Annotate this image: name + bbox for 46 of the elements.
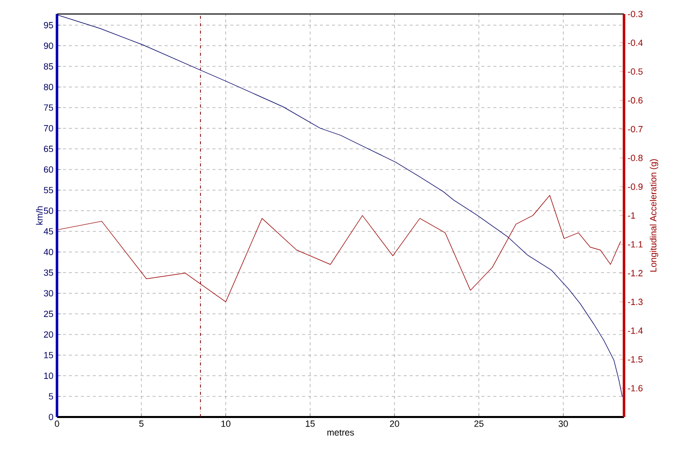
y2-tick-label: -0.8 [628, 154, 643, 162]
y2-tick-label: -1.3 [628, 298, 643, 306]
y2-tick-label: -0.3 [628, 10, 643, 18]
y-tick-label: 50 [44, 208, 54, 214]
y-tick-label: 55 [44, 187, 54, 194]
y-axis-title: km/h [36, 206, 43, 225]
y2-tick-label: -1 [628, 212, 636, 219]
y-tick-label: 20 [44, 331, 54, 338]
y2-tick-label: -0.7 [628, 126, 643, 132]
y2-tick-label: -0.9 [628, 184, 643, 190]
x-tick-label: 5 [139, 420, 144, 427]
y2-tick-label: -1.6 [628, 385, 643, 392]
x-tick-label: 0 [54, 420, 60, 427]
x-tick-label: 10 [221, 420, 230, 427]
y2-tick-label: -0.5 [628, 68, 643, 75]
y2-tick-label: -0.4 [628, 40, 643, 46]
y-tick-label: 45 [44, 228, 54, 235]
y-tick-label: 0 [48, 414, 54, 420]
x-tick-label: 15 [306, 420, 315, 427]
y2-tick-label: -1.5 [628, 356, 643, 363]
y-tick-label: 25 [44, 310, 54, 318]
y-tick-label: 60 [44, 166, 54, 173]
y-tick-label: 35 [44, 269, 54, 276]
y-tick-label: 30 [44, 290, 54, 296]
y-tick-label: 15 [44, 352, 54, 358]
y-tick-label: 40 [44, 248, 54, 256]
y-tick-label: 80 [44, 84, 54, 90]
x-tick-label: 20 [390, 420, 400, 427]
x-axis-title: metres [327, 430, 354, 436]
y-tick-label: 70 [44, 125, 54, 132]
line-series [57, 14, 623, 398]
line-series [57, 195, 621, 302]
x-tick-label: 25 [474, 420, 484, 427]
y-tick-label: 85 [44, 63, 54, 70]
y-tick-label: 75 [44, 104, 54, 111]
y-tick-label: 95 [44, 22, 54, 28]
y2-tick-label: -1.4 [628, 328, 643, 334]
y2-tick-label: -1.2 [628, 270, 643, 276]
y2-tick-label: -1.1 [628, 241, 643, 248]
y-tick-label: 5 [48, 393, 54, 400]
y-tick-label: 90 [44, 42, 54, 49]
y2-tick-label: -0.6 [628, 97, 643, 104]
y-tick-label: 10 [44, 372, 54, 379]
x-tick-label: 30 [558, 420, 568, 427]
y2-axis-title: Longitudinal Acceleration (g) [650, 159, 658, 272]
y-tick-label: 65 [44, 146, 54, 152]
